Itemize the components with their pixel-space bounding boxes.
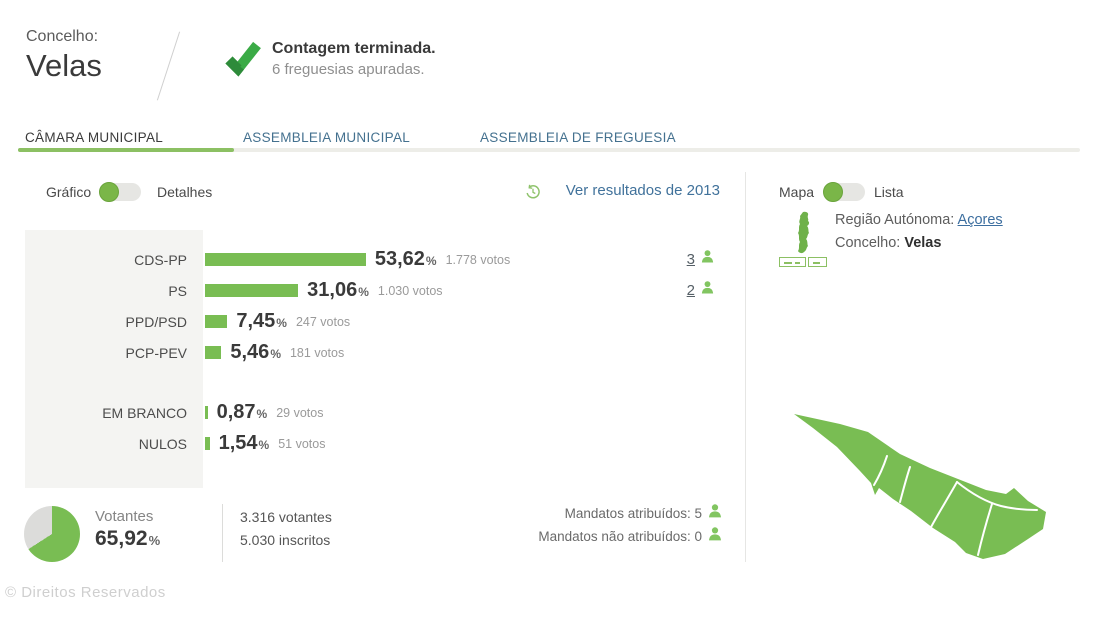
mandates-link[interactable]: 2 (687, 280, 715, 300)
mandates-link[interactable]: 3 (687, 249, 715, 269)
panel-divider (745, 172, 746, 562)
result-bar (205, 315, 228, 328)
chart-detail-toggle[interactable] (99, 182, 141, 202)
chart-toggle-left-label: Gráfico (46, 184, 92, 200)
party-label: NULOS (138, 435, 187, 452)
result-votes: 247 votos (295, 314, 351, 329)
copyright: © Direitos Reservados (5, 584, 166, 601)
page-title: Velas (26, 48, 102, 83)
person-icon (707, 503, 723, 524)
region-breadcrumb: Região Autónoma: Açores (835, 212, 1003, 228)
result-bar (205, 284, 299, 297)
chart-row: PCP-PEV 5,46% 181 votos (25, 337, 715, 368)
tab-assembleia-de-freguesia[interactable]: ASSEMBLEIA DE FREGUESIA (480, 130, 676, 145)
chart-rows: CDS-PP 53,62% 1.778 votos 3 PS 31,06% 1.030 vo… (25, 244, 715, 459)
person-icon (707, 526, 723, 547)
result-percent: 0,87% (216, 401, 268, 423)
result-percent: 7,45% (236, 310, 287, 332)
result-percent: 1,54% (218, 432, 270, 454)
result-bar (205, 406, 208, 419)
concelho-map[interactable] (780, 402, 1062, 571)
mandates-unassigned: Mandatos não atribuídos: 0 (538, 529, 702, 544)
summary-divider (222, 504, 223, 562)
result-votes: 29 votos (276, 405, 324, 420)
view-2013-results-link[interactable]: Ver resultados de 2013 (565, 182, 720, 199)
chart-toggle-right-label: Detalhes (157, 184, 213, 200)
party-label: PCP-PEV (125, 344, 187, 361)
turnout-label: Votantes (95, 508, 154, 525)
toggle-knob[interactable] (99, 182, 119, 202)
history-clock-icon (525, 184, 541, 205)
mandate-count[interactable]: 3 (686, 250, 695, 268)
person-icon (700, 280, 715, 300)
chart-row: PS 31,06% 1.030 votos 2 (25, 275, 715, 306)
active-tab-underline (18, 148, 234, 152)
tab-underline-track (18, 148, 1080, 152)
result-votes: 1.778 votos (445, 252, 511, 267)
result-percent: 53,62% (374, 248, 437, 270)
map-toggle-right-label: Lista (874, 184, 904, 200)
result-percent: 31,06% (307, 279, 369, 301)
portugal-map-icon (792, 211, 820, 262)
acores-link[interactable]: Açores (957, 212, 1003, 228)
concelho-breadcrumb: Concelho: Velas (835, 235, 942, 251)
chart-row: EM BRANCO 0,87% 29 votos (25, 397, 715, 428)
result-percent: 5,46% (230, 341, 281, 363)
turnout-pie-chart (24, 506, 80, 562)
azores-inset-box (779, 257, 806, 267)
result-votes: 1.030 votos (377, 283, 443, 298)
voters-count: 3.316 votantes (240, 509, 332, 525)
slash-divider (156, 31, 181, 101)
map-toggle-left-label: Mapa (779, 184, 815, 200)
result-votes: 51 votos (278, 436, 326, 451)
map-list-toggle[interactable] (823, 182, 865, 202)
result-votes: 181 votos (289, 345, 345, 360)
region-type-label: Concelho: (26, 28, 99, 45)
chart-row: NULOS 1,54% 51 votos (25, 428, 715, 459)
checkmark-icon (222, 40, 262, 83)
party-label: PPD/PSD (125, 313, 187, 330)
person-icon (700, 249, 715, 269)
result-bar (205, 346, 222, 359)
registered-count: 5.030 inscritos (240, 532, 331, 548)
status-subtitle: 6 freguesias apuradas. (272, 61, 425, 78)
tab-camara-municipal[interactable]: CÂMARA MUNICIPAL (25, 130, 164, 145)
party-label: EM BRANCO (102, 404, 187, 421)
party-label: CDS-PP (134, 251, 187, 268)
madeira-inset-box (808, 257, 827, 267)
party-label-panel (25, 230, 203, 488)
tab-assembleia-municipal[interactable]: ASSEMBLEIA MUNICIPAL (243, 130, 411, 145)
island-shape (794, 414, 1046, 559)
chart-row: PPD/PSD 7,45% 247 votos (25, 306, 715, 337)
chart-row: CDS-PP 53,62% 1.778 votos 3 (25, 244, 715, 275)
mandates-assigned: Mandatos atribuídos: 5 (564, 506, 702, 521)
result-bar (205, 437, 210, 450)
status-title: Contagem terminada. (272, 40, 436, 57)
result-bar (205, 253, 366, 266)
turnout-percent: 65,92% (95, 527, 161, 550)
mandate-count[interactable]: 2 (686, 281, 695, 299)
toggle-knob[interactable] (823, 182, 843, 202)
party-label: PS (168, 282, 187, 299)
